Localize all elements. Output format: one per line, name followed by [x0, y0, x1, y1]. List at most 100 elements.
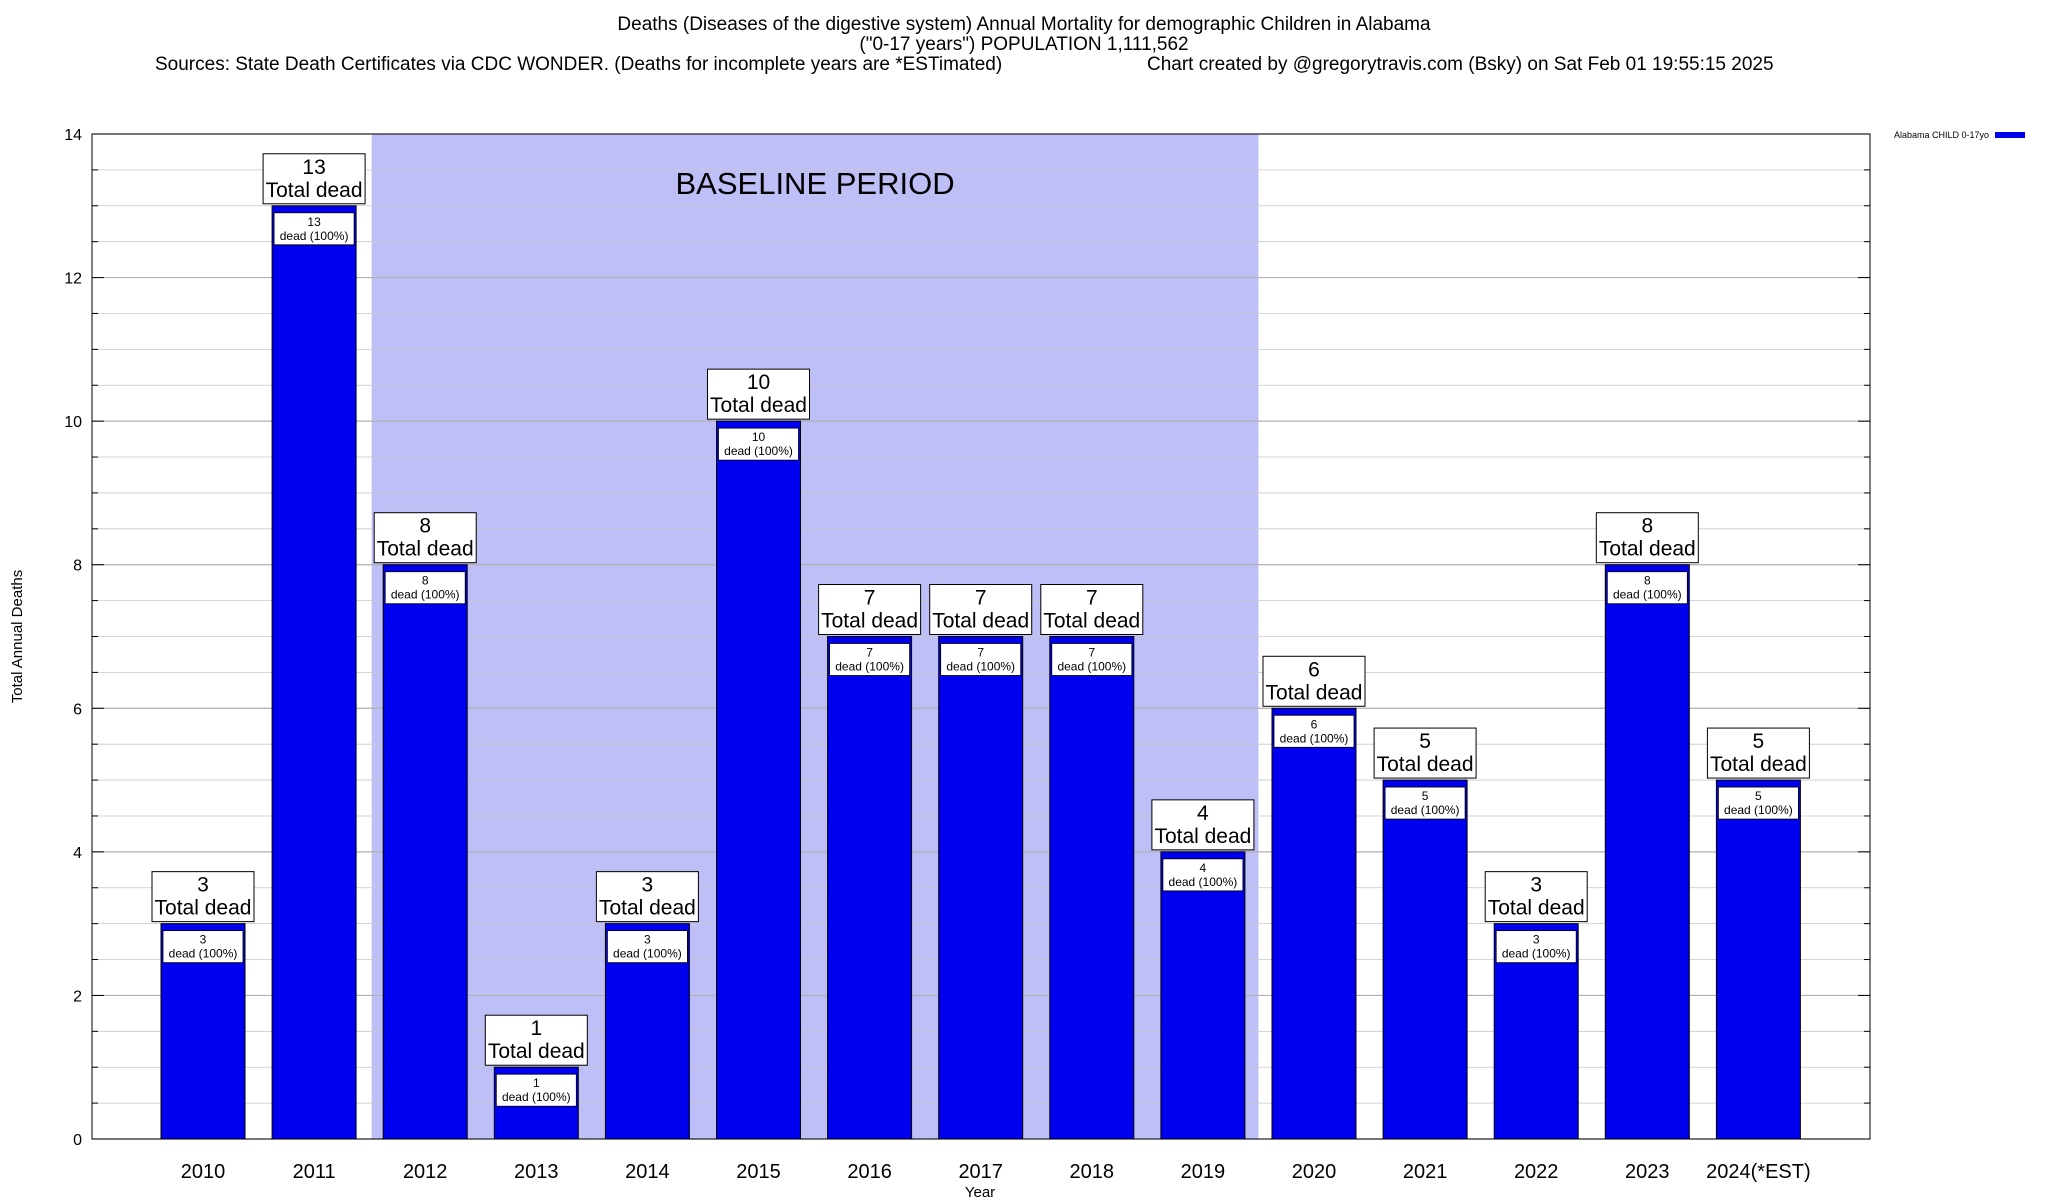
bar-inner-value: 10	[752, 430, 766, 444]
bar	[716, 420, 801, 1140]
bar	[827, 636, 913, 1140]
bar-total-label-box	[707, 368, 810, 420]
bar-inner-label-box	[1162, 858, 1244, 892]
x-tick-label: 2020	[1292, 1161, 1337, 1183]
bar-total-value: 8	[1641, 515, 1653, 538]
bar-total-value: 8	[419, 515, 431, 538]
bar-inner-label-box	[495, 1073, 577, 1107]
bar	[1049, 636, 1135, 1140]
bar-total-label-box	[1595, 512, 1699, 564]
bar-total-label: Total dead	[488, 1040, 585, 1063]
bar	[938, 636, 1024, 1140]
bar-inner-label: dead (100%)	[1169, 875, 1238, 889]
x-tick-label: 2016	[847, 1161, 892, 1183]
bar-total-value: 7	[1086, 587, 1098, 610]
chart-credit: Chart created by @gregorytravis.com (Bsk…	[1147, 54, 1774, 75]
x-tick-label: 2019	[1181, 1161, 1226, 1183]
bar-total-label: Total dead	[1266, 681, 1363, 704]
bar-total-label: Total dead	[155, 897, 252, 920]
y-tick-label: 4	[73, 845, 82, 862]
bar-inner-label: dead (100%)	[613, 947, 682, 961]
bar-total-label-box	[151, 871, 255, 923]
bar-inner-label: dead (100%)	[280, 229, 349, 243]
bar	[1271, 707, 1357, 1140]
x-tick-label: 2015	[736, 1161, 781, 1183]
bar-inner-value: 5	[1755, 789, 1762, 803]
bar-total-label: Total dead	[377, 538, 474, 561]
x-tick-label: 2021	[1403, 1161, 1448, 1183]
y-tick-label: 12	[64, 271, 82, 288]
bar-total-value: 7	[975, 587, 987, 610]
bar-inner-value: 3	[644, 933, 651, 947]
bar	[1160, 851, 1246, 1140]
bar-inner-label: dead (100%)	[1057, 660, 1126, 674]
bar-total-value: 13	[302, 156, 325, 179]
bar-inner-label: dead (100%)	[391, 588, 460, 602]
bar-total-label: Total dead	[1154, 825, 1251, 848]
bar-inner-value: 6	[1311, 717, 1318, 731]
x-tick-label: 2014	[625, 1161, 670, 1183]
x-tick-label: 2010	[181, 1161, 226, 1183]
bar-total-label-box	[1151, 799, 1255, 851]
bar-inner-label-box	[940, 643, 1022, 676]
bar-total-label-box	[1262, 655, 1366, 707]
bar-total-label-box	[1373, 727, 1477, 779]
bar-total-label-box	[262, 153, 366, 205]
chart-subtitle: ("0-17 years") POPULATION 1,111,562	[859, 34, 1189, 55]
bar-inner-label: dead (100%)	[835, 660, 904, 674]
y-tick-label: 8	[73, 558, 82, 575]
bar-total-label: Total dead	[1488, 897, 1585, 920]
bar-inner-label-box	[1051, 643, 1133, 676]
x-tick-label: 2013	[514, 1161, 559, 1183]
legend: Alabama CHILD 0-17yo	[1894, 130, 2026, 140]
x-tick-label: 2018	[1070, 1161, 1115, 1183]
bar-inner-label: dead (100%)	[1280, 731, 1349, 745]
bar-inner-label: dead (100%)	[1502, 947, 1571, 961]
chart-title: Deaths (Diseases of the digestive system…	[617, 14, 1431, 35]
bar	[1715, 779, 1801, 1140]
bar-total-label-box	[1484, 871, 1588, 923]
bar-total-label: Total dead	[1043, 610, 1140, 633]
bar-total-label-box	[818, 584, 922, 635]
bar-total-value: 5	[1753, 730, 1765, 753]
bar-inner-label-box	[273, 212, 355, 246]
bar-total-label-box	[929, 584, 1033, 635]
bar-inner-label-box	[162, 930, 244, 964]
bar-total-value: 4	[1197, 802, 1209, 825]
bar	[1604, 564, 1690, 1140]
bar-inner-label: dead (100%)	[502, 1090, 571, 1104]
bar-inner-label-box	[829, 643, 910, 676]
bar-total-label-box	[1706, 727, 1810, 779]
bar-total-value: 6	[1308, 658, 1320, 681]
bar-inner-label: dead (100%)	[724, 444, 793, 458]
y-tick-label: 6	[73, 701, 82, 718]
x-tick-label: 2012	[403, 1161, 448, 1183]
bar-total-label: Total dead	[821, 610, 918, 633]
bar-total-label: Total dead	[1599, 538, 1696, 561]
legend-label: Alabama CHILD 0-17yo	[1894, 130, 1990, 140]
bar	[271, 205, 357, 1140]
y-tick-label: 14	[64, 127, 82, 144]
bar-inner-value: 7	[977, 646, 984, 660]
bar-inner-label-box	[718, 427, 799, 461]
bar-total-value: 3	[1530, 874, 1542, 897]
bar-inner-label-box	[1384, 786, 1466, 820]
bar-inner-value: 13	[307, 215, 321, 229]
bar-total-value: 7	[864, 587, 876, 610]
bar-inner-label-box	[607, 930, 688, 964]
bar-total-value: 1	[530, 1017, 542, 1040]
bar	[382, 564, 468, 1140]
y-tick-label: 10	[64, 414, 82, 431]
bar-inner-label: dead (100%)	[1724, 803, 1793, 817]
sources-note: Sources: State Death Certificates via CD…	[155, 54, 1003, 75]
x-axis-label: Year	[965, 1184, 995, 1200]
x-tick-label: 2022	[1514, 1161, 1559, 1183]
bar-inner-value: 5	[1422, 789, 1429, 803]
bar-inner-value: 4	[1200, 861, 1207, 875]
bar-total-value: 3	[642, 874, 654, 897]
bar-total-value: 5	[1419, 730, 1431, 753]
bar-total-label: Total dead	[1710, 753, 1807, 776]
x-tick-label: 2017	[958, 1161, 1003, 1183]
bar-inner-value: 7	[1088, 646, 1095, 660]
